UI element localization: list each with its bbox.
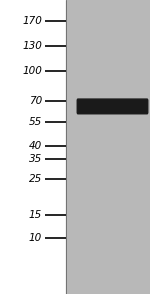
Text: 25: 25 [29, 174, 42, 184]
Text: 15: 15 [29, 210, 42, 220]
Bar [0, 0, 66, 294]
Text: 40: 40 [29, 141, 42, 151]
Text: 70: 70 [29, 96, 42, 106]
Text: 35: 35 [29, 154, 42, 164]
Text: 170: 170 [22, 16, 42, 26]
FancyBboxPatch shape [77, 99, 148, 114]
Bar [66, 0, 150, 294]
Text: 130: 130 [22, 41, 42, 51]
Text: 55: 55 [29, 117, 42, 127]
Text: 10: 10 [29, 233, 42, 243]
Text: 100: 100 [22, 66, 42, 76]
